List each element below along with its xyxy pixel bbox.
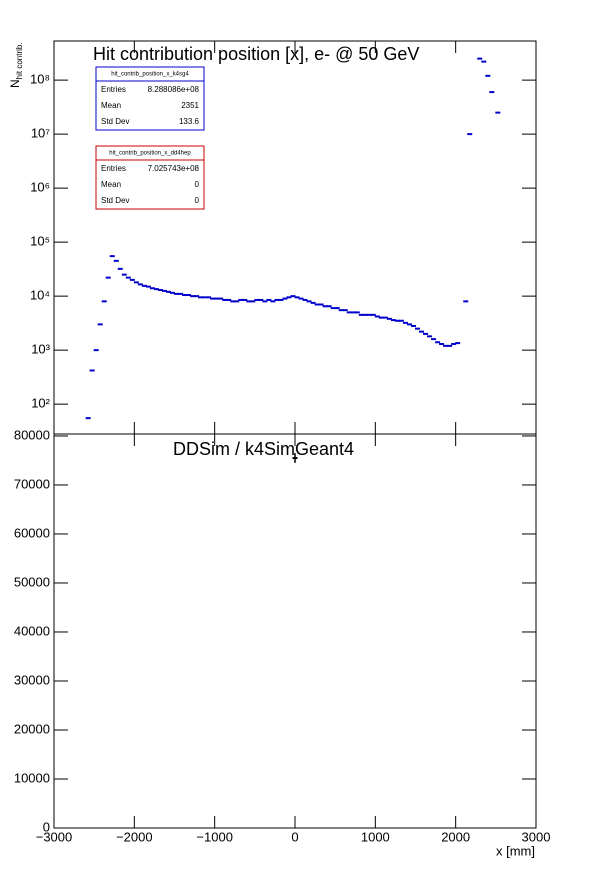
y-tick-label: 10⁶ — [30, 180, 50, 195]
y-tick-label: 10² — [31, 396, 50, 411]
y-tick-label: 10³ — [31, 342, 50, 357]
y-tick-label: 10⁷ — [31, 126, 50, 141]
y-tick-label: 20000 — [14, 721, 50, 736]
x-tick-label: −1000 — [196, 829, 233, 844]
y-tick-label: 10000 — [14, 770, 50, 785]
x-axis-label: x [mm] — [496, 843, 535, 858]
stats-key: Mean — [101, 180, 121, 189]
y-axis-label: Nhit contrib. — [8, 42, 24, 88]
stats-value: 7.025743e+08 — [148, 164, 200, 173]
stats-value: 0 — [195, 196, 200, 205]
y-tick-label: 40000 — [14, 623, 50, 638]
y-tick-label: 50000 — [14, 574, 50, 589]
y-tick-label: 10⁴ — [30, 288, 50, 303]
x-tick-label: −3000 — [36, 829, 73, 844]
stats-key: Mean — [101, 101, 121, 110]
stats-box — [95, 145, 205, 210]
y-label-sub: hit contrib. — [15, 42, 24, 79]
x-tick-label: −2000 — [116, 829, 153, 844]
stats-key: Std Dev — [101, 196, 129, 205]
stats-name: hit_contrib_position_x_k4sg4 — [111, 72, 189, 78]
x-tick-label: 0 — [291, 829, 298, 844]
stats-key: Entries — [101, 164, 126, 173]
stats-key: Entries — [101, 85, 126, 94]
y-tick-label: 80000 — [14, 427, 50, 442]
y-tick-label: 70000 — [14, 476, 50, 491]
x-tick-label: 3000 — [522, 829, 551, 844]
x-tick-label: 2000 — [441, 829, 470, 844]
y-tick-label: 10⁸ — [30, 72, 50, 87]
stats-key: Std Dev — [101, 117, 129, 126]
stats-value: 133.6 — [179, 117, 200, 126]
ratio-title: DDSim / k4SimGeant4 — [173, 439, 354, 459]
y-tick-label: 10⁵ — [30, 234, 50, 249]
stats-value: 0 — [195, 180, 200, 189]
stats-value: 2351 — [181, 101, 199, 110]
y-label-main: N — [8, 79, 22, 88]
y-tick-label: 0 — [43, 819, 50, 834]
chart-title: Hit contribution position [x], e- @ 50 G… — [93, 44, 419, 64]
y-tick-label: 30000 — [14, 672, 50, 687]
x-tick-label: 1000 — [361, 829, 390, 844]
stats-box — [95, 66, 205, 131]
y-tick-label: 60000 — [14, 525, 50, 540]
stats-value: 8.288086e+08 — [148, 85, 200, 94]
stats-name: hit_contrib_position_x_dd4hep — [109, 151, 191, 157]
